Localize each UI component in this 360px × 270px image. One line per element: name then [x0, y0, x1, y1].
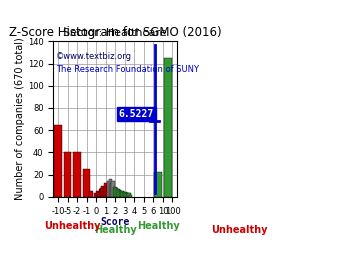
Bar [100, 188, 104, 197]
Bar [90, 191, 93, 197]
X-axis label: Score: Score [100, 217, 130, 227]
Bar [97, 192, 101, 197]
Text: 6.5227: 6.5227 [118, 109, 154, 119]
Bar [104, 183, 108, 197]
Y-axis label: Number of companies (670 total): Number of companies (670 total) [15, 38, 25, 200]
Text: Sector: Healthcare: Sector: Healthcare [63, 28, 167, 38]
Bar [127, 193, 131, 197]
Bar [117, 190, 121, 197]
Bar [129, 195, 132, 197]
Bar [109, 179, 112, 197]
Title: Z-Score Histogram for SGMO (2016): Z-Score Histogram for SGMO (2016) [9, 26, 221, 39]
Text: ©www.textbiz.org: ©www.textbiz.org [56, 52, 132, 61]
Bar [103, 188, 107, 197]
Bar [99, 189, 102, 197]
Bar [154, 172, 162, 197]
Bar [120, 191, 124, 197]
Bar [164, 58, 171, 197]
Text: Unhealthy: Unhealthy [211, 225, 267, 235]
Text: Healthy: Healthy [94, 225, 137, 235]
Text: Unhealthy: Unhealthy [44, 221, 100, 231]
Bar [114, 188, 118, 197]
Bar [83, 169, 90, 197]
Bar [73, 152, 81, 197]
Bar [121, 192, 125, 197]
Bar [112, 181, 115, 197]
Bar [113, 187, 117, 197]
Text: Healthy: Healthy [137, 221, 180, 231]
Bar [118, 191, 122, 197]
Bar [64, 152, 71, 197]
Bar [54, 125, 62, 197]
Bar [116, 189, 120, 197]
Bar [123, 192, 127, 197]
Bar [107, 181, 111, 197]
Bar [96, 191, 99, 197]
Bar [126, 193, 130, 197]
Bar [124, 193, 128, 197]
Bar [106, 186, 109, 197]
Bar [110, 183, 114, 197]
Text: The Research Foundation of SUNY: The Research Foundation of SUNY [56, 65, 199, 74]
Bar [94, 193, 98, 197]
Bar [102, 186, 105, 197]
